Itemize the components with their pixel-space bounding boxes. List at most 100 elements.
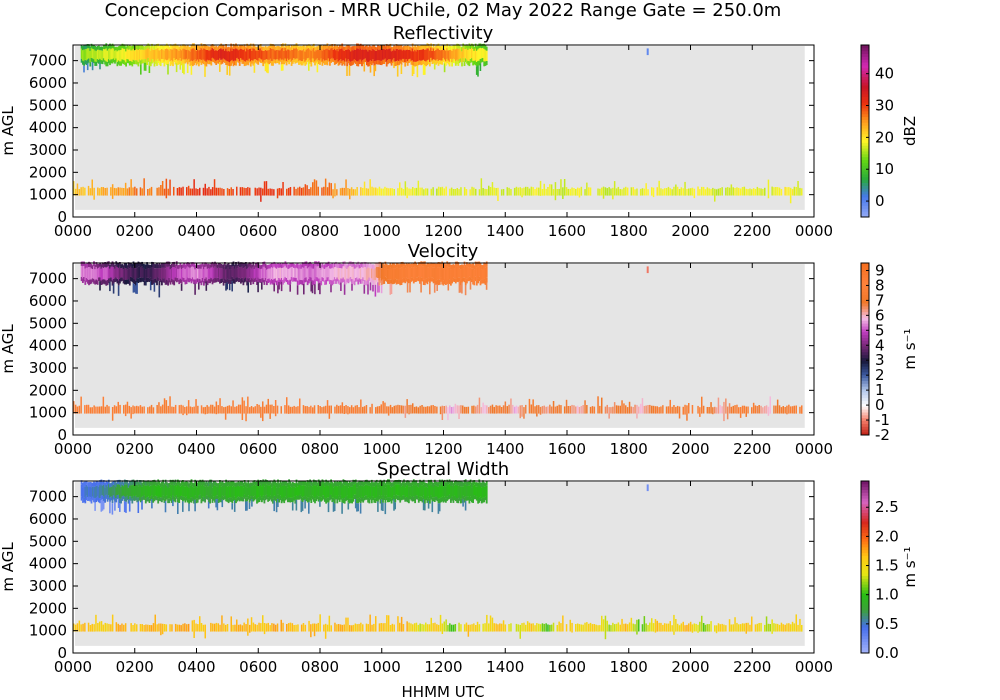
data-cell (245, 501, 247, 511)
data-cell (362, 45, 365, 50)
data-cell (266, 280, 268, 286)
data-cell (115, 265, 118, 278)
data-cell (186, 481, 189, 487)
data-cell (258, 264, 261, 269)
data-cell (539, 406, 542, 415)
data-cell (154, 59, 157, 64)
data-cell (163, 498, 166, 503)
data-cell (284, 481, 287, 486)
data-cell (304, 485, 307, 496)
data-cell (110, 486, 113, 497)
data-cell (122, 59, 125, 65)
data-cell (424, 261, 426, 267)
data-cell (246, 264, 248, 269)
data-cell (110, 624, 112, 632)
data-cell (440, 481, 442, 487)
data-cell (272, 61, 274, 66)
data-cell (91, 623, 93, 632)
data-cell (278, 188, 281, 196)
data-cell (380, 495, 383, 500)
data-cell (726, 406, 729, 420)
data-cell (303, 496, 305, 501)
data-cell (338, 268, 341, 280)
data-cell (669, 188, 671, 196)
colorbar-segment (861, 371, 869, 376)
colorbar-segment (861, 394, 869, 399)
colorbar-segment (861, 414, 869, 419)
data-cell (556, 625, 558, 632)
data-cell (85, 277, 88, 282)
data-cell (195, 188, 197, 196)
data-cell (286, 624, 288, 632)
data-cell (227, 485, 230, 499)
data-cell (410, 60, 413, 65)
data-cell (203, 280, 205, 286)
data-cell (569, 619, 571, 632)
data-cell (211, 57, 214, 62)
data-cell (615, 623, 618, 632)
data-cell (426, 498, 429, 503)
data-cell (274, 481, 277, 486)
data-cell (427, 500, 430, 509)
data-cell (459, 498, 462, 504)
data-cell (189, 277, 192, 282)
data-cell (427, 44, 430, 49)
data-cell (789, 187, 792, 204)
data-cell (456, 485, 458, 498)
data-cell (263, 261, 266, 267)
data-cell (156, 61, 158, 66)
data-cell (371, 403, 373, 414)
data-cell (165, 624, 168, 632)
data-cell (459, 481, 462, 487)
data-cell (352, 496, 355, 502)
colorbar-segment (861, 331, 869, 336)
colorbar-segment (861, 578, 869, 582)
data-cell (395, 44, 398, 49)
data-cell (382, 497, 384, 503)
data-cell (477, 499, 479, 504)
data-cell (295, 188, 297, 196)
data-cell (101, 267, 104, 280)
data-cell (372, 264, 374, 269)
data-cell (247, 61, 250, 66)
data-cell (227, 263, 230, 268)
data-cell (237, 261, 240, 267)
data-cell (374, 50, 377, 61)
colorbar-segment (861, 552, 869, 556)
data-cell (191, 277, 194, 282)
data-cell (500, 189, 503, 196)
data-cell (140, 64, 142, 75)
data-cell (287, 280, 289, 285)
data-cell (550, 624, 553, 632)
data-cell (422, 261, 425, 267)
data-cell (462, 405, 464, 414)
data-cell (209, 46, 211, 51)
data-cell (148, 268, 151, 279)
colorbar-segment (861, 277, 869, 281)
colorbar-segment (861, 524, 869, 528)
data-cell (293, 186, 295, 196)
data-cell (367, 480, 369, 486)
data-cell (786, 405, 788, 415)
data-cell (213, 406, 216, 414)
data-cell (161, 181, 164, 196)
data-cell (165, 495, 168, 500)
data-cell (339, 188, 342, 196)
data-cell (448, 279, 451, 285)
data-cell (284, 47, 287, 59)
data-cell (274, 46, 277, 51)
data-cell (330, 48, 332, 59)
data-cell (367, 267, 369, 280)
data-cells (73, 479, 803, 640)
data-cell (364, 45, 367, 50)
data-cell (104, 266, 106, 280)
data-cell (161, 280, 163, 286)
colorbar-segment (861, 337, 869, 341)
data-cell (382, 502, 384, 511)
data-cell (169, 44, 172, 49)
data-cell (290, 45, 293, 50)
data-cell (179, 267, 182, 279)
data-cell (454, 61, 457, 66)
data-cell (151, 481, 153, 486)
colorbar-segment (861, 194, 869, 198)
